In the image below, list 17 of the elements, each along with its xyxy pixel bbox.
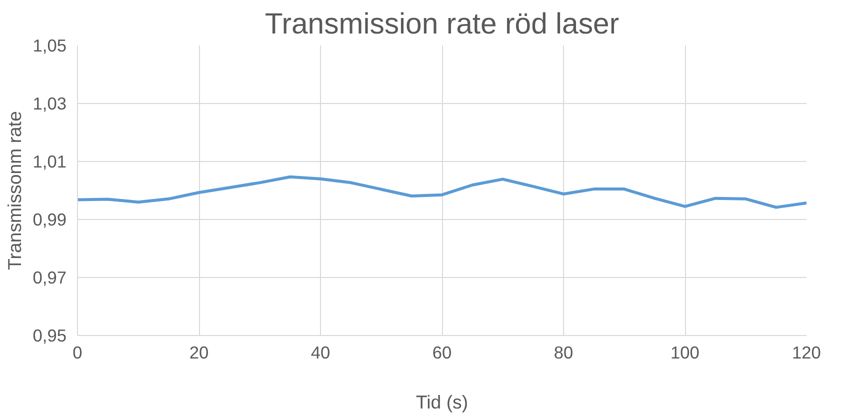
x-tick-label: 60 — [432, 342, 452, 362]
y-tick-label: 1,05 — [32, 36, 67, 56]
x-tick-label: 120 — [792, 342, 821, 362]
x-tick-label: 100 — [670, 342, 700, 362]
y-axis-title: Transmissonm rate — [4, 111, 25, 270]
y-tick-label: 0,97 — [32, 268, 67, 288]
x-tick-label: 80 — [554, 342, 574, 362]
x-tick-label: 0 — [72, 342, 82, 362]
y-tick-label: 1,01 — [32, 152, 67, 172]
y-tick-label: 0,99 — [32, 210, 67, 230]
x-tick-label: 40 — [310, 342, 330, 362]
line-series — [78, 175, 806, 209]
chart-title: Transmission rate röd laser — [264, 8, 620, 40]
y-tick-label: 0,95 — [32, 326, 67, 346]
x-tick-label: 20 — [189, 342, 209, 362]
x-axis-title: Tid (s) — [416, 392, 468, 412]
y-tick-label: 1,03 — [32, 94, 67, 114]
